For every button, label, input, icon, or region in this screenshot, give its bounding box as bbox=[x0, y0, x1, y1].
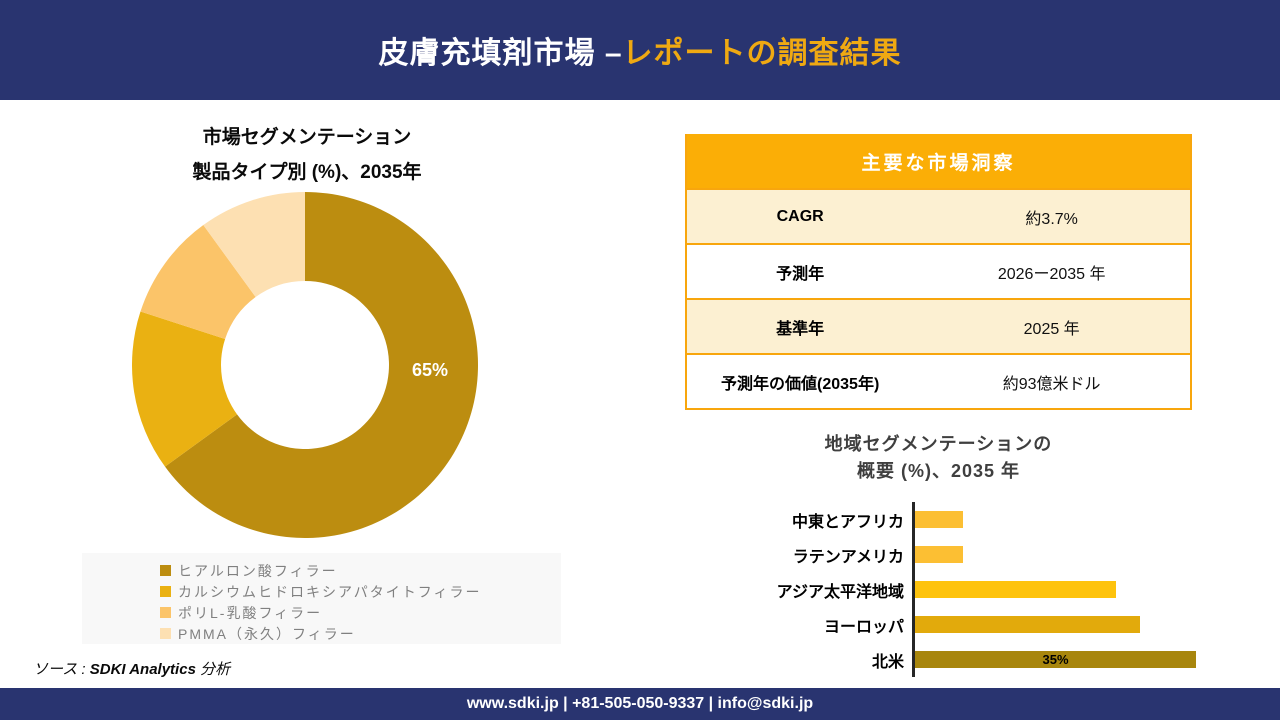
insights-row-value: 約93億米ドル bbox=[1002, 375, 1101, 393]
donut-slice bbox=[132, 311, 238, 467]
insights-table-row: CAGR 約3.7% bbox=[687, 188, 1190, 243]
source-suffix: 分析 bbox=[195, 661, 231, 678]
insights-table-row: 基準年 2025 年 bbox=[687, 298, 1190, 353]
insights-row-label: 予測年の価値(2035年) bbox=[721, 375, 880, 393]
page-title-accent: レポートの調査結果 bbox=[622, 37, 902, 70]
donut-data-label: 65% bbox=[411, 360, 449, 380]
insights-table: 主要な市場洞察 CAGR 約3.7% 予測年 2026ー2035 年基準年 2025 年… bbox=[685, 134, 1192, 410]
bar-row: 北米 35% bbox=[646, 642, 1256, 677]
legend-item: PMMA（永久）フィラー bbox=[160, 623, 555, 644]
bar-row: ラテンアメリカ bbox=[646, 537, 1256, 572]
bar-row: 中東とアフリカ bbox=[646, 502, 1256, 537]
insights-table-row: 予測年 2026ー2035 年 bbox=[687, 243, 1190, 298]
bar-track bbox=[912, 572, 1256, 607]
donut-chart-title-line1: 市場セグメンテーション bbox=[202, 127, 412, 148]
legend-item: カルシウムヒドロキシアパタイトフィラー bbox=[160, 581, 555, 602]
insights-row-value: 約3.7% bbox=[1025, 210, 1078, 228]
bar-category-label: 中東とアフリカ bbox=[791, 513, 904, 531]
legend-swatch-icon bbox=[160, 607, 171, 618]
legend-item: ヒアルロン酸フィラー bbox=[160, 560, 555, 581]
bar-fill bbox=[915, 616, 1140, 633]
bar-category-label: ラテンアメリカ bbox=[792, 548, 904, 566]
legend-swatch-icon bbox=[160, 586, 171, 597]
bar-category-label: 北米 bbox=[871, 653, 904, 671]
bar-row: ヨーロッパ bbox=[646, 607, 1256, 642]
header-bar: 皮膚充填剤市場 –レポートの調査結果 bbox=[0, 0, 1280, 100]
insights-row-label: CAGR bbox=[776, 207, 824, 225]
legend-swatch-icon bbox=[160, 628, 171, 639]
insights-row-value: 2025 年 bbox=[1023, 320, 1080, 338]
bar-track bbox=[912, 502, 1256, 537]
donut-chart-title-line2: 製品タイプ別 (%)、2035年 bbox=[192, 162, 422, 183]
bar-fill: 35% bbox=[915, 651, 1196, 668]
insights-row-value: 2026ー2035 年 bbox=[997, 265, 1106, 283]
donut-slice bbox=[203, 192, 305, 298]
donut-legend: ヒアルロン酸フィラーカルシウムヒドロキシアパタイトフィラー ポリL-乳酸フィラー P… bbox=[82, 553, 561, 644]
donut-slice bbox=[140, 225, 256, 340]
legend-label: PMMA（永久）フィラー bbox=[178, 625, 356, 642]
donut-chart-title: 市場セグメンテーション 製品タイプ別 (%)、2035年 bbox=[57, 120, 557, 190]
bar-data-label: 35% bbox=[1042, 652, 1069, 667]
legend-item: ポリL-乳酸フィラー bbox=[160, 602, 555, 623]
insights-table-header: 主要な市場洞察 bbox=[687, 134, 1190, 188]
bar-row: アジア太平洋地域 bbox=[646, 572, 1256, 607]
bar-category-label: アジア太平洋地域 bbox=[776, 583, 904, 601]
donut-chart: 65% bbox=[132, 192, 478, 538]
bar-track bbox=[912, 537, 1256, 572]
donut-svg bbox=[132, 192, 478, 538]
donut-slice bbox=[165, 192, 478, 538]
bar-chart-title: 地域セグメンテーションの 概要 (%)、2035 年 bbox=[685, 431, 1192, 485]
bar-chart: 中東とアフリカ ラテンアメリカアジア太平洋地域ヨーロッパ北米 35% bbox=[646, 502, 1256, 677]
bar-chart-title-line2: 概要 (%)、2035 年 bbox=[856, 461, 1021, 481]
source-note: ソース : SDKI Analytics 分析 bbox=[33, 658, 230, 679]
legend-swatch-icon bbox=[160, 565, 171, 576]
bar-fill bbox=[915, 511, 963, 528]
page-title: 皮膚充填剤市場 –レポートの調査結果 bbox=[378, 28, 901, 72]
insights-row-label: 予測年 bbox=[776, 265, 825, 283]
insights-table-body: CAGR 約3.7% 予測年 2026ー2035 年基準年 2025 年予測年の価値(2… bbox=[687, 188, 1190, 408]
legend-label: カルシウムヒドロキシアパタイトフィラー bbox=[178, 583, 482, 600]
legend-label: ポリL-乳酸フィラー bbox=[178, 604, 323, 621]
insights-table-row: 予測年の価値(2035年) 約93億米ドル bbox=[687, 353, 1190, 408]
bar-track bbox=[912, 607, 1256, 642]
bar-fill bbox=[915, 581, 1116, 598]
source-prefix: ソース : bbox=[33, 661, 90, 678]
page-title-main: 皮膚充填剤市場 – bbox=[378, 37, 623, 70]
source-brand: SDKI Analytics bbox=[89, 661, 196, 678]
footer-contact-text: www.sdki.jp | +81-505-050-9337 | info@sd… bbox=[466, 695, 814, 712]
insights-row-label: 基準年 bbox=[776, 320, 825, 338]
footer-bar: www.sdki.jp | +81-505-050-9337 | info@sd… bbox=[0, 688, 1280, 720]
legend-label: ヒアルロン酸フィラー bbox=[178, 562, 338, 579]
bar-fill bbox=[915, 546, 963, 563]
bar-chart-title-line1: 地域セグメンテーションの bbox=[824, 434, 1053, 454]
bar-track: 35% bbox=[912, 642, 1256, 677]
bar-category-label: ヨーロッパ bbox=[823, 618, 904, 636]
